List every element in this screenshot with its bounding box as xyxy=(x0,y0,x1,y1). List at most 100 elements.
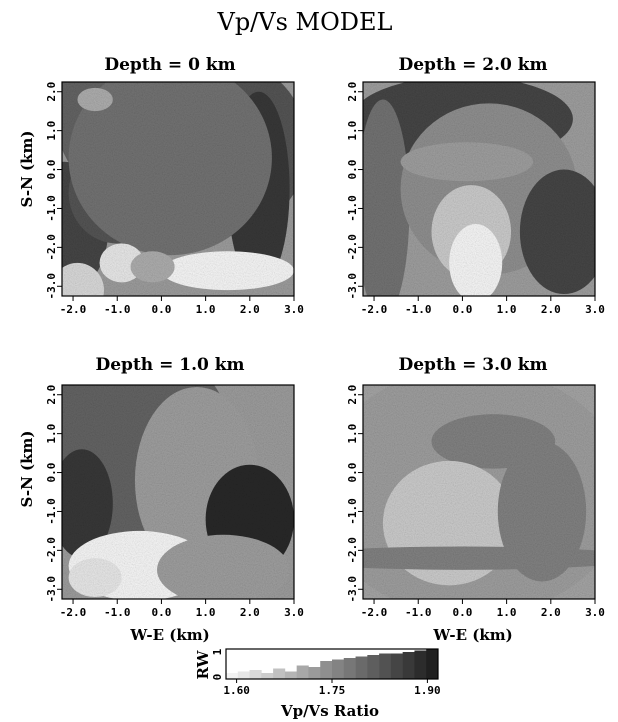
y-tick-label: -3.0 xyxy=(346,576,359,603)
y-tick-label: -2.0 xyxy=(346,234,359,261)
y-tick-label: -1.0 xyxy=(45,498,58,525)
x-tick-labels: -2.0 -1.0 0.0 1.0 2.0 3.0 xyxy=(60,303,304,316)
heatmap-cell xyxy=(62,262,104,296)
x-tick-labels: -2.0 -1.0 0.0 1.0 2.0 3.0 xyxy=(361,303,605,316)
heatmap-cell xyxy=(363,99,410,296)
heatmap-cell xyxy=(161,251,294,291)
x-tick-label: 0.0 xyxy=(452,303,472,316)
colorbar-bar xyxy=(273,668,286,679)
y-tick-label: 1.0 xyxy=(346,424,359,444)
plot-frame xyxy=(362,384,596,600)
colorbar-bar xyxy=(249,670,262,679)
x-tick-label: -1.0 xyxy=(104,303,131,316)
x-tick-label: 1.0 xyxy=(497,303,517,316)
y-tick-label: 1.0 xyxy=(45,121,58,141)
colorbar-y-tick: 0 xyxy=(211,674,224,681)
x-tick-label: -2.0 xyxy=(361,606,388,619)
x-tick-label: -2.0 xyxy=(60,303,87,316)
colorbar-tick-label: 1.60 xyxy=(223,684,250,697)
x-tick-label: 0.0 xyxy=(452,606,472,619)
x-tick-labels: -2.0 -1.0 0.0 1.0 2.0 3.0 xyxy=(361,606,605,619)
y-tick-label: 0.0 xyxy=(346,463,359,483)
colorbar-bar xyxy=(226,673,239,679)
panel-title: Depth = 2.0 km xyxy=(399,55,548,75)
x-tick-label: 3.0 xyxy=(284,303,304,316)
colorbar-bar xyxy=(343,658,356,679)
y-tick-labels: -3.0 -2.0 -1.0 0.0 1.0 2.0 xyxy=(45,385,58,603)
colorbar: RW 0 1 1.60 1.75 1.90 Vp/Vs Ratio xyxy=(194,648,441,720)
heatmap-cell xyxy=(157,534,290,599)
y-tick-label: 0.0 xyxy=(346,160,359,180)
y-tick-label: -2.0 xyxy=(45,537,58,564)
x-tick-label: 2.0 xyxy=(541,606,561,619)
x-tick-label: 3.0 xyxy=(284,606,304,619)
y-tick-label: 1.0 xyxy=(346,121,359,141)
heatmap-cell xyxy=(449,224,503,296)
y-tick-label: -3.0 xyxy=(346,273,359,300)
colorbar-bar xyxy=(390,653,403,679)
colorbar-tick-label: 1.75 xyxy=(319,684,346,697)
x-tick-labels: -2.0 -1.0 0.0 1.0 2.0 3.0 xyxy=(60,606,304,619)
colorbar-bar xyxy=(426,649,439,679)
panel-depth-1km: Depth = 1.0 km S-N (km) W-E (km) -2.0 -1… xyxy=(18,355,304,644)
panel-title: Depth = 1.0 km xyxy=(96,355,245,375)
colorbar-bars xyxy=(225,648,439,683)
heatmap-plot xyxy=(57,384,295,604)
y-tick-label: -1.0 xyxy=(346,498,359,525)
x-tick-label: 0.0 xyxy=(151,606,171,619)
y-tick-label: -2.0 xyxy=(45,234,58,261)
y-tick-label: 2.0 xyxy=(45,82,58,102)
y-tick-label: 2.0 xyxy=(346,82,359,102)
colorbar-bar xyxy=(355,656,368,679)
colorbar-bar xyxy=(308,667,321,679)
panel-title: Depth = 0 km xyxy=(104,55,235,75)
y-tick-label: -2.0 xyxy=(346,537,359,564)
y-tick-label: 0.0 xyxy=(45,160,58,180)
heatmap-cell xyxy=(77,87,113,112)
colorbar-tick-labels: 1.60 1.75 1.90 xyxy=(223,684,440,697)
plot-frame xyxy=(362,81,596,297)
y-tick-label: -1.0 xyxy=(45,195,58,222)
colorbar-y-label: RW xyxy=(194,649,212,679)
x-tick-label: 2.0 xyxy=(541,303,561,316)
colorbar-bar xyxy=(367,655,380,679)
y-tick-label: 2.0 xyxy=(346,385,359,405)
y-tick-label: -3.0 xyxy=(45,273,58,300)
x-axis-label: W-E (km) xyxy=(432,626,512,644)
y-tick-label: 2.0 xyxy=(45,385,58,405)
y-tick-labels: -3.0 -2.0 -1.0 0.0 1.0 2.0 xyxy=(346,82,359,300)
colorbar-y-tick: 1 xyxy=(211,648,224,655)
y-tick-label: -3.0 xyxy=(45,576,58,603)
x-tick-label: -2.0 xyxy=(60,606,87,619)
y-tick-label: 1.0 xyxy=(45,424,58,444)
y-tick-labels: -3.0 -2.0 -1.0 0.0 1.0 2.0 xyxy=(45,82,58,300)
colorbar-bar xyxy=(237,671,250,679)
colorbar-bar xyxy=(320,661,333,679)
panel-depth-2km: Depth = 2.0 km -2.0 -1.0 0.0 1.0 2.0 3.0… xyxy=(346,55,605,316)
heatmap-cell xyxy=(497,441,587,582)
x-tick-label: 1.0 xyxy=(196,303,216,316)
x-tick-label: 3.0 xyxy=(585,606,605,619)
heatmap-cell xyxy=(363,546,595,570)
y-axis-label: S-N (km) xyxy=(18,431,36,508)
x-tick-label: -1.0 xyxy=(405,303,432,316)
x-tick-label: -2.0 xyxy=(361,303,388,316)
plot-frame xyxy=(61,81,295,297)
figure-title: Vp/Vs MODEL xyxy=(216,8,392,36)
heatmap-cell xyxy=(62,449,113,559)
x-tick-label: -1.0 xyxy=(104,606,131,619)
heatmap-cell xyxy=(68,82,272,256)
colorbar-bar xyxy=(261,673,274,679)
heatmap-cell xyxy=(519,169,595,295)
heatmap-plot xyxy=(358,384,596,604)
colorbar-bar xyxy=(332,659,345,679)
x-tick-label: 3.0 xyxy=(585,303,605,316)
x-axis-label: W-E (km) xyxy=(129,626,209,644)
plot-frame xyxy=(61,384,295,600)
panel-depth-3km: Depth = 3.0 km W-E (km) -2.0 -1.0 0.0 1.… xyxy=(346,355,605,644)
x-tick-label: 0.0 xyxy=(151,303,171,316)
heatmap-plot xyxy=(358,81,596,301)
y-tick-labels: -3.0 -2.0 -1.0 0.0 1.0 2.0 xyxy=(346,385,359,603)
colorbar-bar xyxy=(296,665,309,679)
